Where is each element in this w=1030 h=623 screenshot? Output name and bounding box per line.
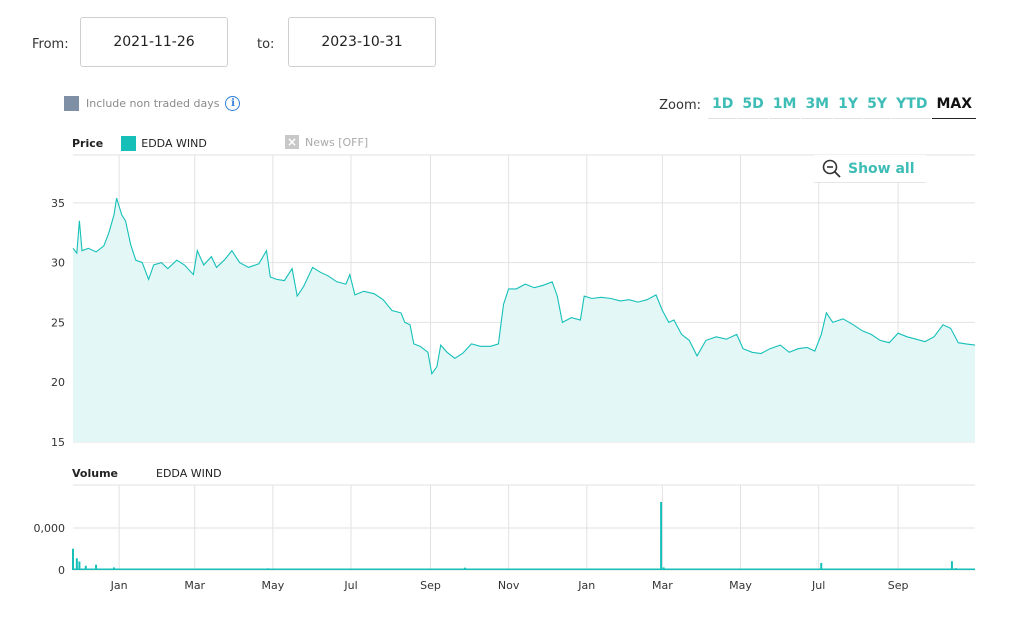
volume-bar bbox=[861, 568, 864, 570]
zoom-button-3m[interactable]: 3M bbox=[801, 94, 834, 119]
volume-bar bbox=[266, 568, 269, 570]
price-y-tick-label: 30 bbox=[51, 257, 65, 270]
zoom-controls: Zoom: 1D 5D 1M 3M 1Y 5Y YTD MAX bbox=[659, 94, 976, 119]
volume-bar bbox=[430, 568, 433, 570]
price-label: Price bbox=[72, 137, 104, 150]
x-tick-label: Jan bbox=[110, 579, 128, 592]
show-all-label: Show all bbox=[848, 160, 915, 177]
x-tick-label: Mar bbox=[184, 579, 205, 592]
zoom-label: Zoom: bbox=[659, 98, 701, 113]
volume-bar bbox=[662, 567, 665, 570]
x-tick-label: Sep bbox=[888, 579, 909, 592]
x-tick-label: Jul bbox=[343, 579, 357, 592]
series-name[interactable]: EDDA WIND bbox=[141, 137, 207, 150]
volume-bar bbox=[398, 568, 401, 570]
price-y-tick-label: 20 bbox=[51, 376, 65, 389]
info-icon[interactable]: i bbox=[225, 96, 241, 111]
volume-bar bbox=[954, 568, 957, 570]
news-label: News [OFF] bbox=[305, 135, 369, 149]
show-all-button[interactable]: Show all bbox=[814, 155, 926, 183]
price-area bbox=[73, 198, 975, 442]
volume-bar bbox=[113, 567, 115, 570]
volume-bar bbox=[735, 568, 738, 570]
from-date-input[interactable]: 2021-11-26 bbox=[80, 17, 228, 67]
from-label: From: bbox=[32, 37, 69, 52]
volume-bar bbox=[660, 502, 663, 570]
to-label: to: bbox=[257, 37, 275, 52]
volume-baseline bbox=[73, 568, 975, 570]
volume-bar bbox=[72, 548, 74, 570]
to-date-input[interactable]: 2023-10-31 bbox=[288, 17, 436, 67]
close-icon: × bbox=[285, 135, 299, 149]
volume-bar bbox=[215, 568, 218, 570]
x-tick-label: Jan bbox=[577, 579, 595, 592]
volume-bar bbox=[78, 561, 81, 570]
volume-bar bbox=[129, 568, 132, 570]
x-tick-label: Jul bbox=[811, 579, 825, 592]
news-toggle[interactable]: × News [OFF] bbox=[285, 135, 368, 149]
price-legend: Price EDDA WIND bbox=[72, 136, 207, 151]
volume-bar bbox=[464, 567, 467, 570]
volume-bar bbox=[75, 558, 78, 570]
series-swatch[interactable] bbox=[121, 136, 137, 151]
zoom-button-5d[interactable]: 5D bbox=[738, 94, 768, 119]
volume-bar bbox=[820, 562, 823, 570]
zoom-button-1d[interactable]: 1D bbox=[708, 94, 738, 119]
price-line bbox=[72, 197, 976, 376]
volume-y-tick-label: 0 bbox=[58, 564, 65, 577]
volume-bar bbox=[950, 561, 953, 570]
price-y-tick-label: 25 bbox=[51, 316, 65, 329]
volume-bar bbox=[84, 565, 87, 570]
zoom-button-5y[interactable]: 5Y bbox=[863, 94, 892, 119]
price-y-tick-label: 35 bbox=[51, 197, 65, 210]
non-traded-days-checkbox[interactable] bbox=[64, 96, 79, 111]
zoom-button-ytd[interactable]: YTD bbox=[892, 94, 932, 119]
volume-bar bbox=[95, 564, 98, 570]
volume-bar bbox=[607, 568, 610, 570]
non-traded-days-option: Include non traded days i bbox=[64, 96, 241, 111]
zoom-button-max[interactable]: MAX bbox=[932, 94, 976, 119]
volume-label: Volume bbox=[72, 467, 118, 480]
zoom-button-1y[interactable]: 1Y bbox=[834, 94, 863, 119]
zoom-button-1m[interactable]: 1M bbox=[768, 94, 801, 119]
x-tick-label: Nov bbox=[498, 579, 520, 592]
x-tick-label: May bbox=[729, 579, 752, 592]
x-tick-label: May bbox=[262, 579, 285, 592]
price-y-tick-label: 15 bbox=[51, 436, 65, 449]
volume-series-name: EDDA WIND bbox=[156, 467, 222, 480]
zoom-out-icon bbox=[822, 159, 841, 178]
x-tick-label: Mar bbox=[652, 579, 673, 592]
non-traded-days-label: Include non traded days bbox=[86, 97, 220, 110]
x-tick-label: Sep bbox=[420, 579, 441, 592]
volume-y-tick-label: 0,000 bbox=[34, 522, 66, 535]
volume-legend: Volume EDDA WIND bbox=[72, 467, 222, 480]
